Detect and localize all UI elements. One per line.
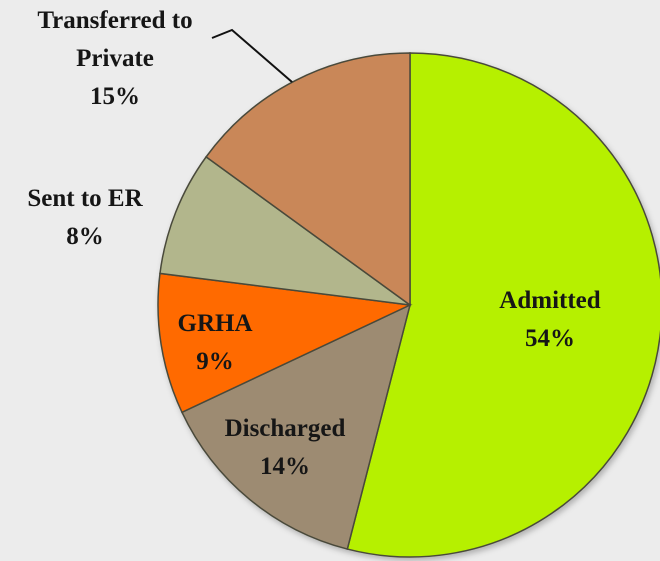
slice-label: Admitted 54% — [470, 282, 630, 358]
slice-label: Sent to ER 8% — [0, 180, 170, 256]
pie — [157, 52, 660, 558]
category-label: Transferred to Private — [37, 7, 193, 72]
value-label: 9% — [196, 348, 234, 375]
category-label: Admitted — [499, 287, 601, 314]
value-label: 15% — [90, 83, 140, 110]
pie-slice — [180, 303, 412, 550]
category-label: Discharged — [224, 415, 346, 442]
slice-label: Transferred to Private 15% — [20, 2, 210, 116]
slice-label: GRHA 9% — [150, 305, 280, 381]
value-label: 8% — [66, 223, 104, 250]
category-label: GRHA — [177, 310, 253, 337]
value-label: 54% — [525, 325, 575, 352]
pie-slice — [157, 272, 413, 414]
pie-slice — [205, 52, 411, 307]
value-label: 14% — [260, 453, 310, 480]
category-label: Sent to ER — [27, 185, 143, 212]
slice-label: Discharged 14% — [200, 410, 370, 486]
pie-slice — [159, 155, 411, 306]
leader-line — [211, 28, 293, 83]
